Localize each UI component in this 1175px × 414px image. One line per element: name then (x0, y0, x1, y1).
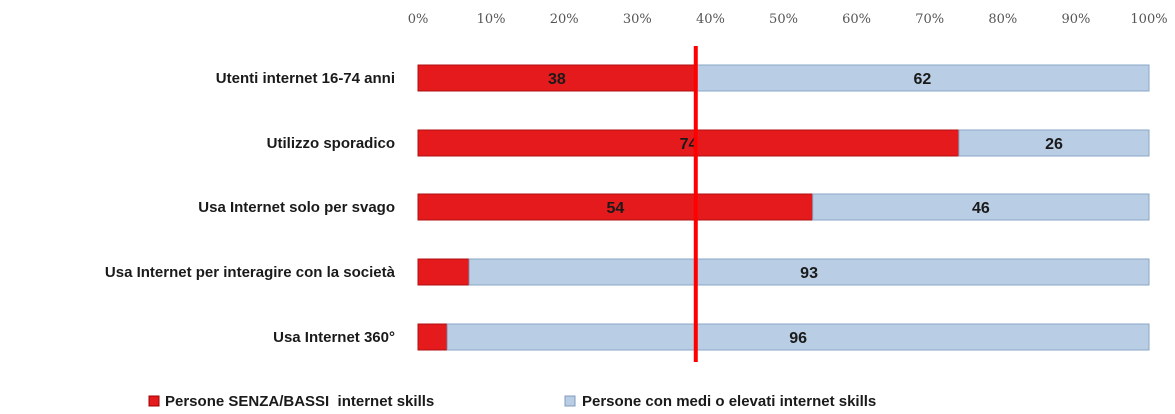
x-tick-label: 100% (1130, 12, 1167, 27)
bar-segment-low-skills (417, 323, 448, 351)
data-label: 46 (972, 200, 990, 217)
x-tick-label: 40% (696, 12, 725, 27)
category-label: Utenti internet 16-74 anni (216, 70, 395, 87)
x-tick-label: 50% (769, 12, 798, 27)
x-tick-label: 80% (988, 12, 1017, 27)
data-label: 54 (606, 200, 624, 217)
x-tick-label: 0% (408, 12, 429, 27)
data-label: 74 (680, 136, 698, 153)
bar-segment-high-skills (446, 323, 1150, 351)
bars (417, 64, 1150, 351)
x-tick-label: 70% (915, 12, 944, 27)
legend: Persone SENZA/BASSI internet skills Pers… (148, 393, 876, 410)
legend-label-high-skills: Persone con medi o elevati internet skil… (582, 393, 876, 410)
x-tick-label: 20% (550, 12, 579, 27)
legend-swatch-low-skills (148, 395, 160, 407)
category-label: Usa Internet 360° (273, 329, 395, 346)
bar-segment-high-skills (695, 64, 1150, 92)
bar-segment-low-skills (417, 258, 470, 286)
x-tick-label: 10% (477, 12, 506, 27)
category-label: Usa Internet solo per svago (198, 199, 395, 216)
bar-segment-low-skills (417, 64, 697, 92)
bar-segment-high-skills (812, 193, 1150, 221)
category-label: Utilizzo sporadico (267, 135, 395, 152)
bar-segment-low-skills (417, 129, 960, 157)
data-label: 62 (913, 71, 931, 88)
data-label: 96 (789, 330, 807, 347)
x-tick-label: 30% (623, 12, 652, 27)
category-labels: Utenti internet 16-74 anni Utilizzo spora… (105, 70, 396, 346)
data-label: 38 (548, 71, 566, 88)
x-tick-label: 90% (1061, 12, 1090, 27)
x-axis-ticks: 0% 10% 20% 30% 40% 50% 60% 70% 80% 90% 100% (408, 12, 1168, 27)
legend-label-low-skills: Persone SENZA/BASSI internet skills (165, 393, 434, 410)
bar-segment-high-skills (958, 129, 1150, 157)
x-tick-label: 60% (842, 12, 871, 27)
data-labels: 38 62 74 26 54 46 93 96 (548, 71, 1063, 347)
data-label: 26 (1045, 136, 1063, 153)
bar-segment-high-skills (468, 258, 1150, 286)
legend-swatch-high-skills (564, 395, 576, 407)
category-label: Usa Internet per interagire con la socie… (105, 264, 396, 281)
data-label: 93 (800, 265, 818, 282)
bar-segment-low-skills (417, 193, 814, 221)
